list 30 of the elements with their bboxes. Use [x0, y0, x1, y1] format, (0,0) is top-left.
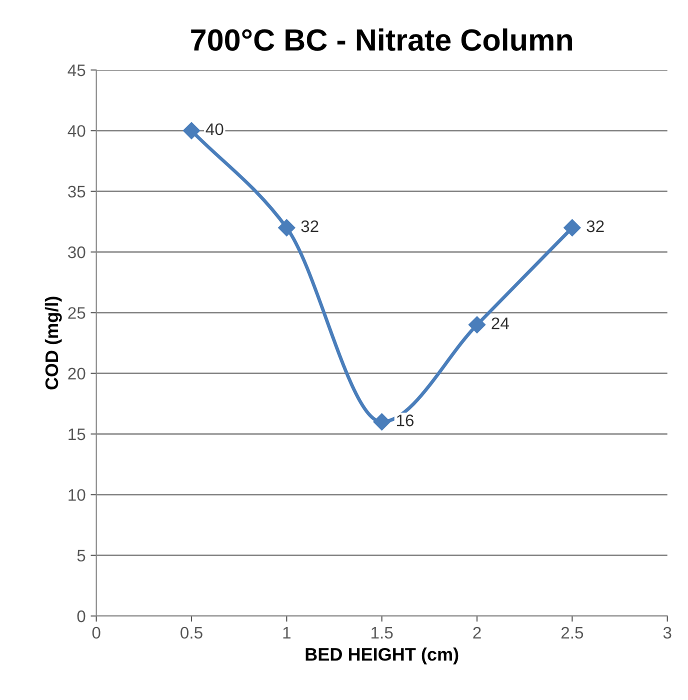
y-tick-label: 45 [68, 64, 86, 76]
data-label: 40 [206, 123, 224, 136]
data-label: 24 [492, 317, 509, 330]
x-tick-label: 0 [92, 626, 100, 639]
y-tick-label: 5 [77, 550, 86, 562]
y-tick-label: 0 [77, 610, 86, 622]
y-axis-title: COD (mg/l) [44, 296, 62, 390]
y-tick-label: 40 [68, 125, 86, 137]
chart-title: 700°C BC - Nitrate Column [191, 28, 572, 51]
y-tick-label: 35 [68, 186, 86, 198]
y-tick-label: 15 [68, 428, 86, 440]
data-label: 16 [397, 414, 414, 426]
data-label: 32 [301, 220, 318, 232]
point [468, 316, 486, 334]
x-tick-label: 3 [663, 626, 672, 639]
y-tick-label: 10 [68, 489, 86, 501]
x-tick-label: 2 [473, 626, 481, 638]
y-tick-label: 30 [68, 246, 86, 258]
data-label: 32 [586, 220, 604, 232]
point [182, 122, 200, 140]
point [278, 219, 296, 236]
y-tick-label: 20 [68, 368, 86, 380]
x-tick-label: 1 [283, 627, 290, 638]
point [564, 219, 581, 236]
x-tick-label: 1.5 [372, 627, 393, 639]
x-axis-title: BED HEIGHT (cm) [306, 648, 458, 664]
point [373, 413, 390, 430]
y-tick-label: 25 [68, 307, 86, 319]
x-tick-label: 0.5 [180, 626, 202, 639]
x-tick-label: 2.5 [561, 626, 584, 639]
